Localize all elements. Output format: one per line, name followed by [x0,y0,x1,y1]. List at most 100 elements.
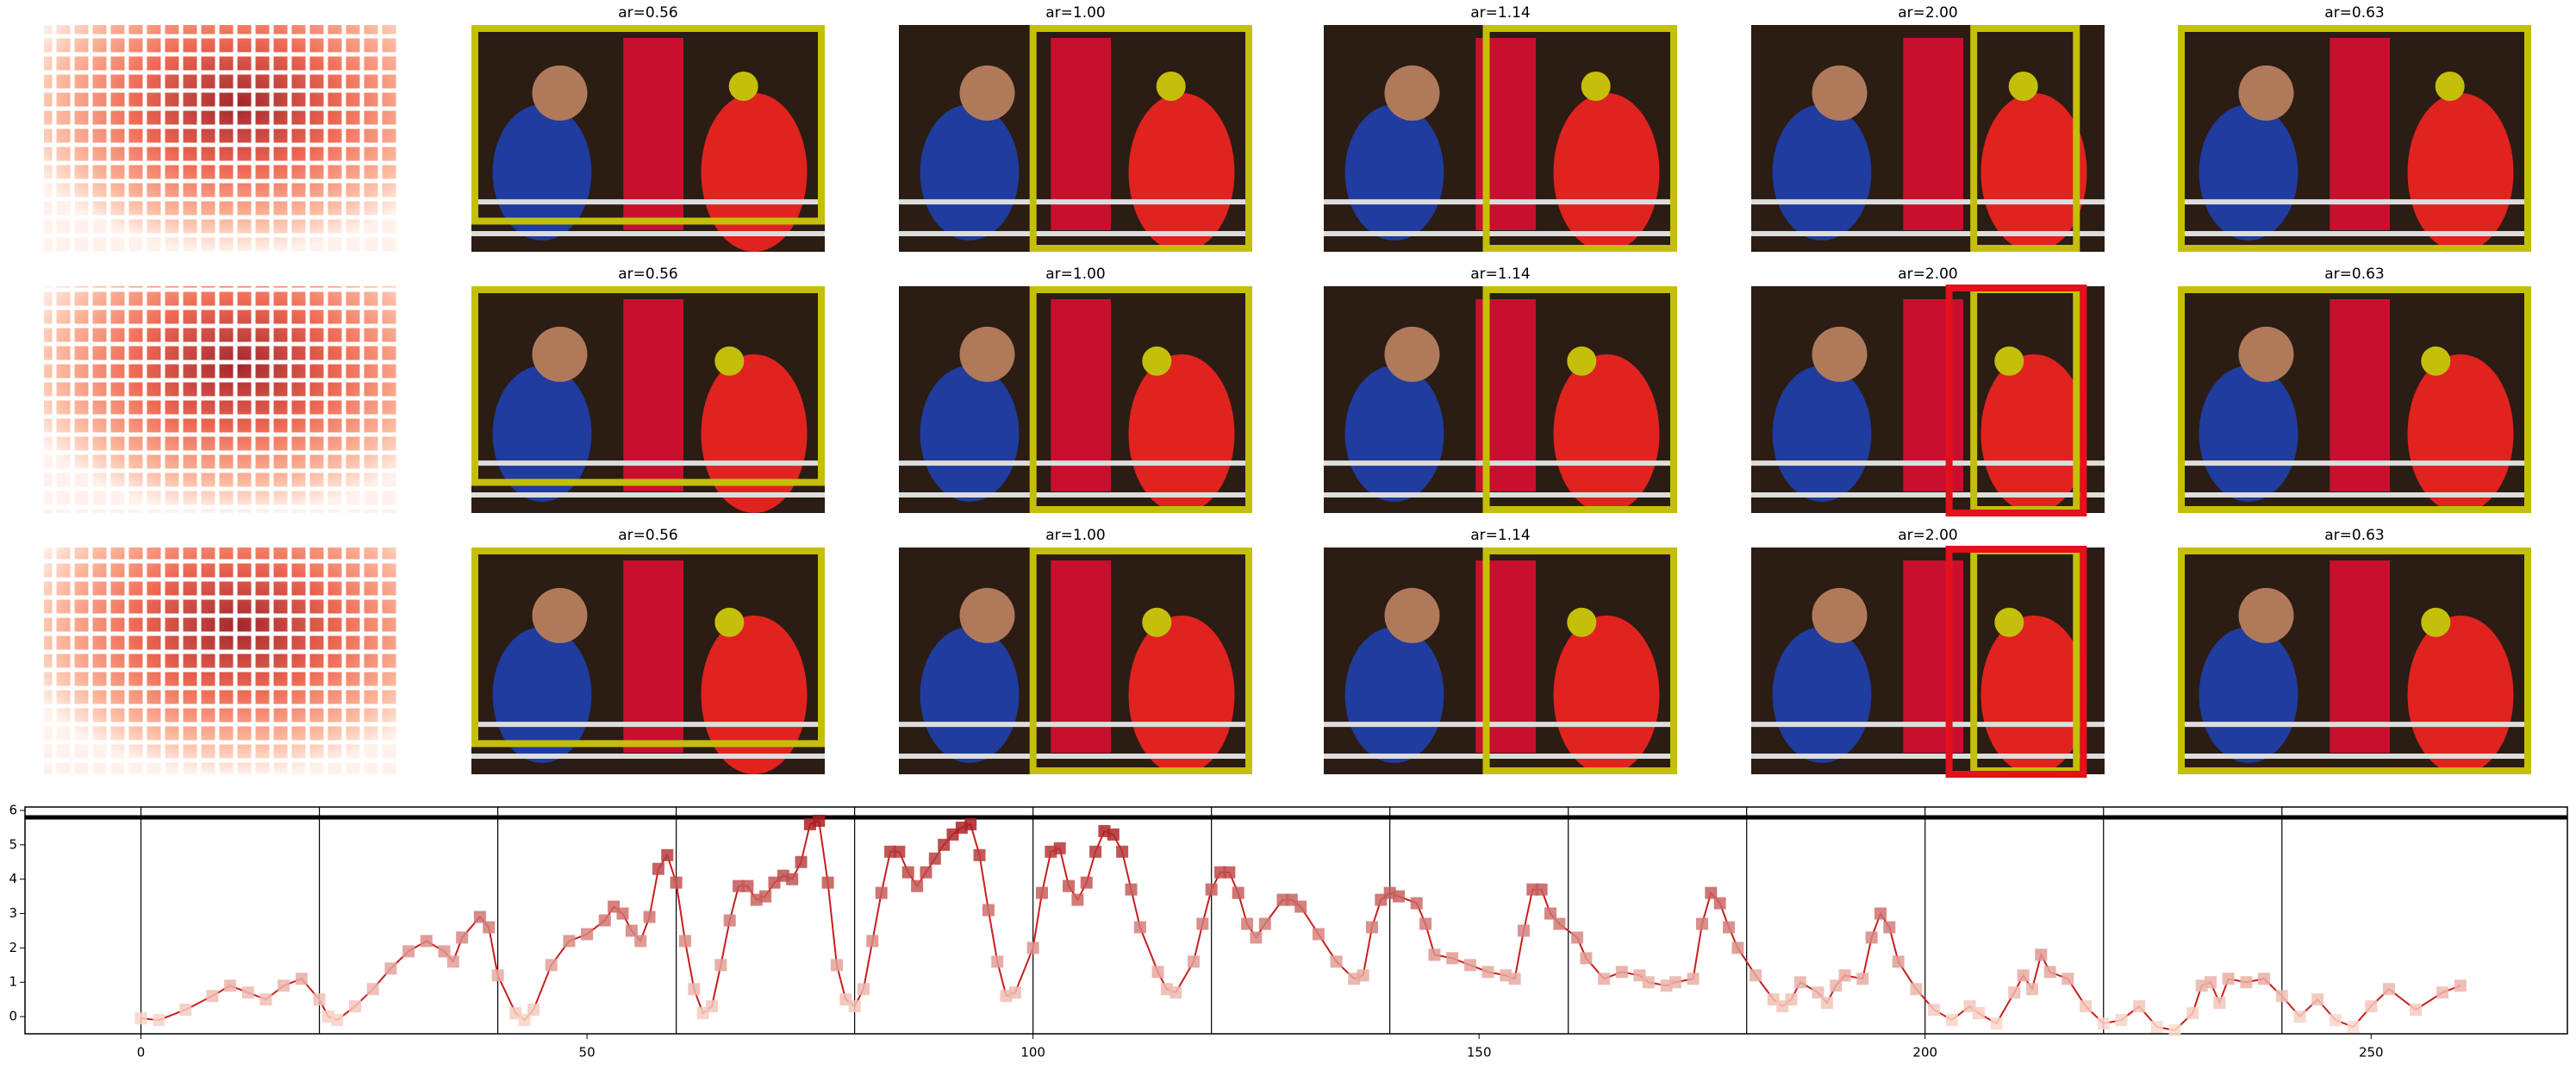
marker [920,866,932,879]
marker [1508,973,1521,986]
panel-title: ar=0.63 [2324,266,2385,283]
ring-post [623,560,683,753]
panel-title: ar=2.00 [1898,4,1958,22]
ring-post [1903,38,1963,230]
marker [706,1000,719,1013]
marker [563,935,576,948]
marker [2043,966,2056,979]
boxer-left [920,104,1020,241]
marker [2347,1021,2360,1034]
marker [2275,990,2288,1003]
crop-box [1970,25,2080,252]
keypoint [714,607,745,637]
marker [348,1000,361,1013]
marker [1428,948,1441,961]
boxer-left [2199,627,2298,763]
marker [2080,1000,2093,1013]
marker [2311,993,2324,1006]
heatmap [44,286,397,513]
keypoint [1581,72,1611,102]
marker [473,910,486,923]
ring-post [623,38,683,230]
marker [795,855,808,868]
marker [2017,969,2030,982]
marker [2061,973,2074,986]
y-tick-label: 5 [9,836,17,852]
marker [625,924,638,937]
marker [714,959,727,972]
marker [893,845,906,858]
boxer-right [1553,615,1660,774]
panel-title: ar=0.63 [2324,4,2385,22]
boxer-right [701,354,808,513]
marker [2204,976,2217,989]
panel-title: ar=1.00 [1045,527,1106,544]
marker [2410,1004,2423,1017]
marker [1169,986,1182,999]
marker [1687,973,1700,986]
boxer-right [2407,92,2514,252]
marker [1598,973,1611,986]
panel-title: ar=1.14 [1470,266,1531,283]
image-panel [471,286,825,513]
marker [982,904,995,917]
marker [1036,886,1048,899]
marker [1830,979,1843,992]
marker [670,876,683,889]
head-left [532,326,588,382]
marker [2186,1007,2199,1020]
boxer-left [1344,104,1444,241]
heatmap [44,548,397,774]
marker [1294,900,1307,913]
marker [1713,897,1726,910]
marker [1223,866,1236,879]
marker [661,848,674,861]
image-panel [899,25,1252,252]
keypoint [1142,346,1172,376]
panel-title: ar=2.00 [1898,527,1958,544]
keypoint [1994,607,2024,637]
heatmap-cells [44,25,397,252]
boxer-left [2199,366,2298,502]
marker [1838,969,1851,982]
marker [911,879,924,892]
keypoint [2421,607,2451,637]
marker [2365,1000,2378,1013]
marker [1089,845,1102,858]
head-left [1812,326,1868,382]
panel-title: ar=0.56 [618,527,678,544]
image-panel [1324,548,1677,774]
head-left [959,65,1015,121]
head-left [959,587,1015,643]
marker [1874,907,1887,920]
boxer-right [1980,615,2087,774]
ring-post [2330,299,2390,491]
marker [1990,1017,2003,1030]
marker [1785,993,1798,1006]
marker [866,935,879,948]
marker [1928,1004,1941,1017]
boxer-right [2407,615,2514,774]
marker [848,1000,861,1013]
marker [1883,921,1896,934]
marker [2008,986,2021,999]
marker [1544,907,1556,920]
keypoint [2435,72,2465,102]
marker [313,993,326,1006]
marker [1517,924,1530,937]
head-left [2238,65,2294,121]
marker [224,979,237,992]
ring-post [2330,560,2390,753]
marker [1116,845,1129,858]
boxer-right [2407,354,2514,513]
marker [402,945,415,958]
x-tick-label: 200 [1912,1045,1937,1061]
marker [545,959,558,972]
marker [2168,1024,2181,1037]
marker [1463,959,1476,972]
marker [830,959,843,972]
marker [1856,973,1869,986]
marker [1125,883,1138,896]
marker [1750,969,1762,982]
